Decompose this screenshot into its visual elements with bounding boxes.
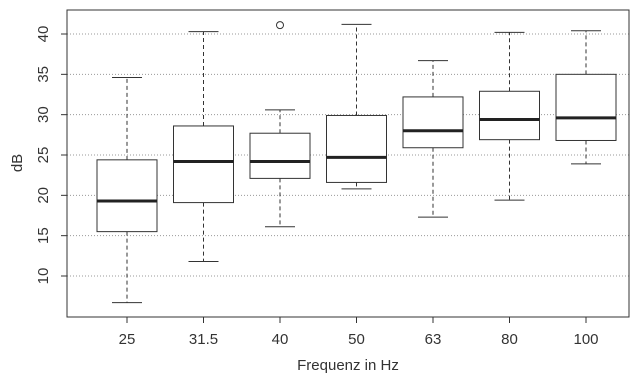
box-group (249, 21, 311, 228)
x-tick-label: 31.5 (189, 331, 218, 348)
x-tick-label: 100 (573, 331, 598, 348)
iqr-box (173, 125, 234, 204)
box-group (173, 31, 234, 262)
iqr-box (479, 90, 540, 141)
iqr-box (555, 73, 617, 141)
y-axis-label: dB (9, 154, 26, 172)
plot-frame (66, 9, 630, 318)
box-group (326, 23, 387, 190)
box-layer (96, 21, 617, 304)
x-axis-label: Frequenz in Hz (297, 357, 399, 374)
box-group (402, 60, 464, 218)
outlier-point (276, 21, 284, 30)
y-tick-label: 10 (35, 268, 52, 285)
iqr-box (402, 96, 464, 149)
y-tick-label: 20 (35, 187, 52, 204)
iqr-box (96, 159, 158, 233)
x-tick-label: 63 (425, 331, 442, 348)
iqr-box (249, 132, 311, 179)
iqr-box (326, 114, 387, 183)
y-tick-label: 40 (35, 26, 52, 43)
x-tick-label: 50 (348, 331, 365, 348)
x-tick-label: 40 (272, 331, 289, 348)
y-tick-label: 35 (35, 66, 52, 83)
y-tick-label: 30 (35, 106, 52, 123)
axis-layer: 10 15 20 25 30 35 40 25 31.5 40 50 63 80 100 (35, 26, 599, 348)
box-group (479, 31, 540, 201)
x-tick-label: 80 (501, 331, 518, 348)
box-group (555, 30, 617, 165)
x-tick-label: 25 (119, 331, 136, 348)
y-tick-label: 25 (35, 147, 52, 164)
box-group (96, 77, 158, 304)
y-tick-label: 15 (35, 227, 52, 244)
